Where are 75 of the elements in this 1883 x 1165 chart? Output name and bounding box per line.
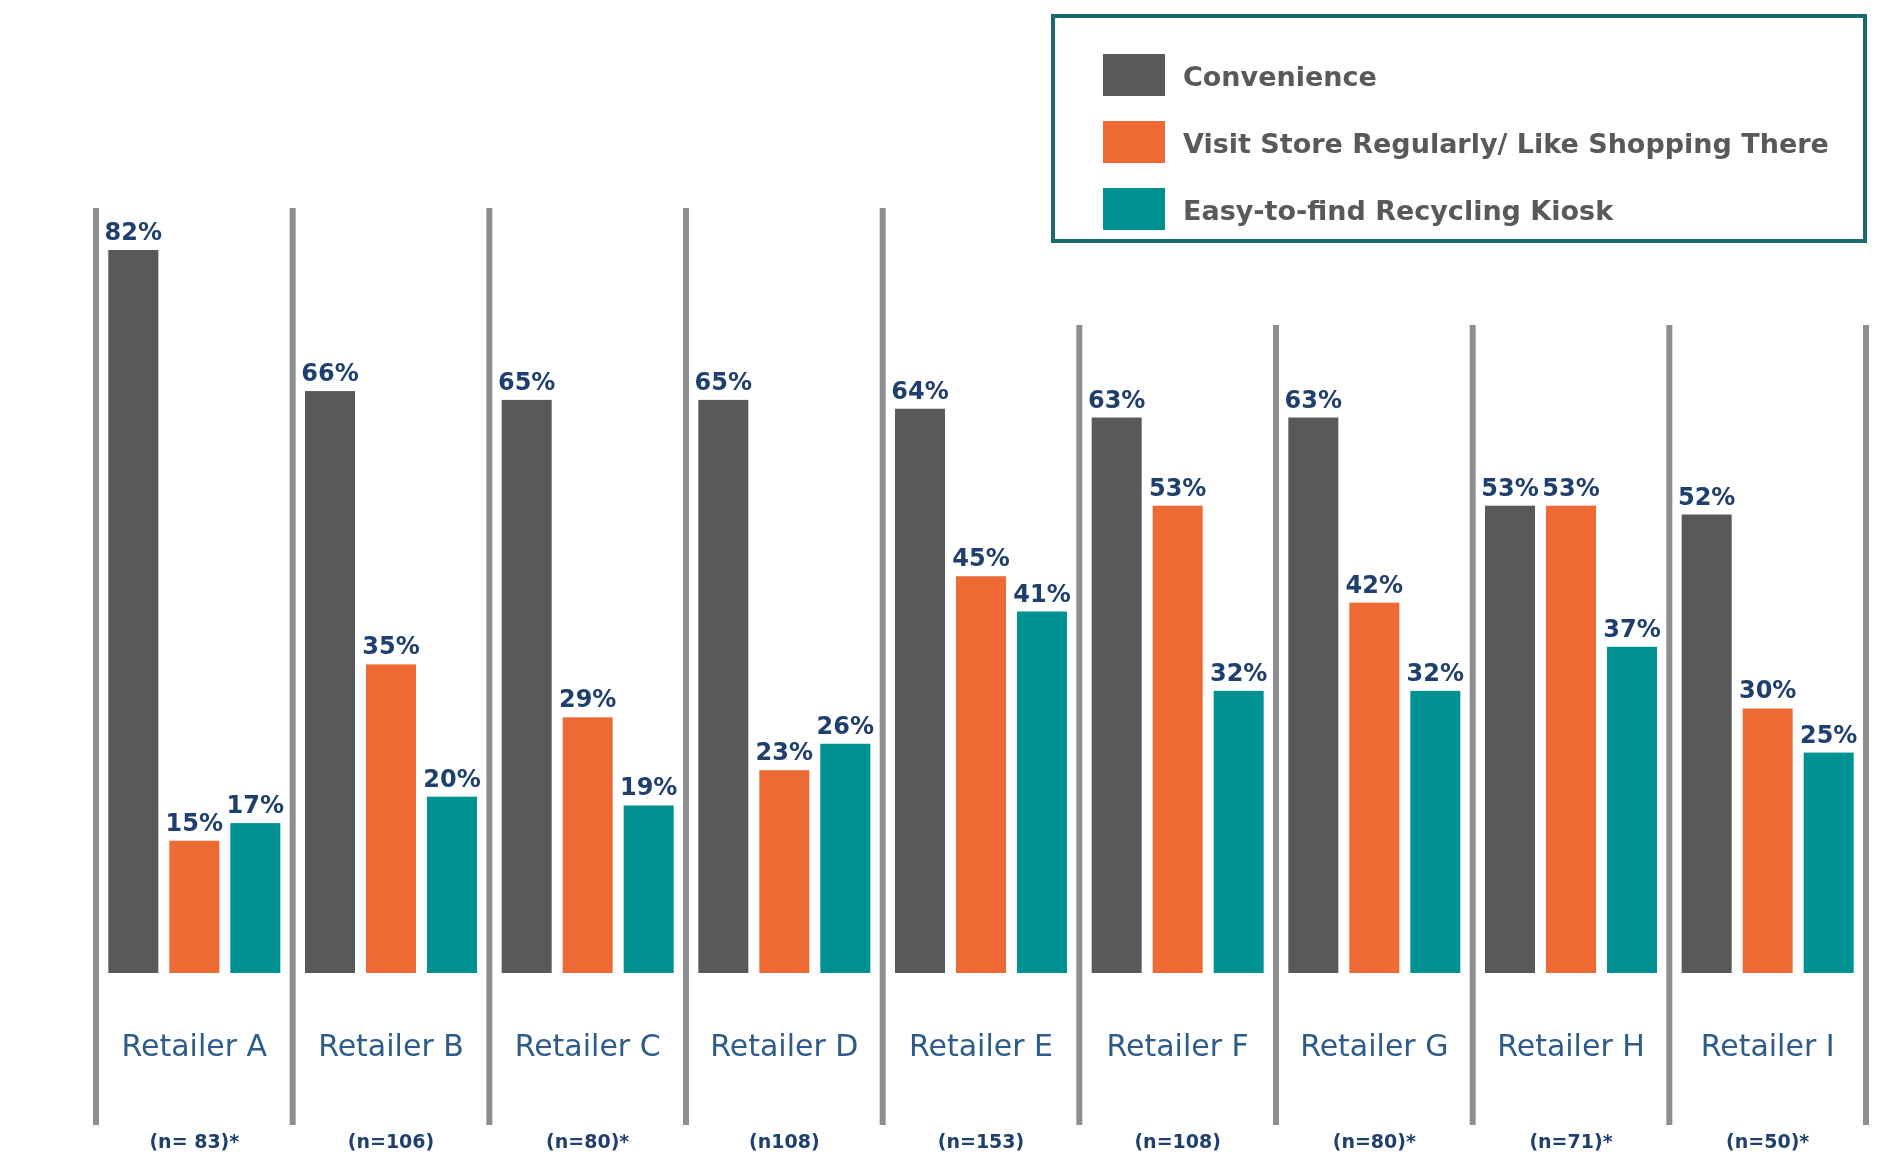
data-label: 63% [1087, 385, 1146, 414]
bar [305, 391, 355, 973]
bar [1803, 752, 1854, 973]
bar [1017, 611, 1067, 973]
text: (n=153) [937, 1130, 1025, 1152]
x-tick-label: Retailer D [710, 1028, 859, 1063]
data-label: 53% [1542, 473, 1600, 502]
text: (n=71)* [1529, 1130, 1613, 1152]
data-label: 37% [1603, 614, 1661, 643]
bar [1410, 690, 1461, 973]
bar [1288, 417, 1339, 973]
data-label: 64% [891, 376, 949, 405]
bar [427, 796, 477, 973]
bar [820, 743, 871, 973]
data-label: 63% [1284, 385, 1343, 414]
bar [1607, 646, 1657, 973]
legend-label: Easy-to-find Recycling Kiosk [1183, 195, 1615, 226]
bar [1152, 505, 1203, 973]
x-tick-label: Retailer F [1106, 1028, 1249, 1063]
text: (n=50)* [1726, 1130, 1810, 1152]
bar [895, 408, 945, 973]
bar [1349, 602, 1400, 973]
bar [1485, 505, 1535, 973]
bar [956, 576, 1006, 973]
data-label: 42% [1345, 570, 1404, 599]
legend-label: Visit Store Regularly/ Like Shopping There [1183, 128, 1829, 159]
data-label: 32% [1406, 658, 1465, 687]
x-tick-label: Retailer I [1700, 1028, 1835, 1063]
text: (n=108) [1134, 1130, 1221, 1152]
bar [1742, 708, 1793, 973]
data-label: 32% [1209, 658, 1268, 687]
text: (n108) [749, 1130, 820, 1152]
data-label: 19% [619, 773, 678, 802]
text: (n=106) [347, 1130, 435, 1152]
data-label: 20% [423, 764, 481, 793]
data-label: 30% [1738, 676, 1797, 705]
x-tick-label: Retailer C [514, 1028, 661, 1063]
data-label: 17% [226, 791, 285, 820]
text: (n= 83)* [149, 1130, 240, 1152]
data-label: 35% [362, 632, 420, 661]
data-label: 25% [1799, 720, 1858, 749]
bar [623, 805, 674, 973]
data-label: 53% [1148, 473, 1207, 502]
data-label: 65% [694, 367, 753, 396]
bar [1213, 690, 1264, 973]
data-label: 23% [755, 738, 814, 767]
x-tick-label: Retailer E [908, 1028, 1054, 1063]
data-label: 66% [301, 359, 359, 388]
bar [698, 399, 749, 973]
data-label: 26% [816, 711, 875, 740]
data-label: 29% [558, 685, 617, 714]
text: (n=80)* [1332, 1130, 1416, 1152]
bar [1091, 417, 1142, 973]
data-label: 45% [952, 544, 1010, 573]
data-label: 15% [165, 808, 224, 837]
x-tick-label: Retailer B [318, 1028, 464, 1063]
bar [366, 664, 416, 973]
data-label: 52% [1677, 482, 1736, 511]
bar [230, 823, 281, 973]
bar [1681, 514, 1732, 973]
bar [562, 717, 613, 973]
bar [1546, 505, 1596, 973]
data-label: 65% [497, 367, 556, 396]
bar [108, 250, 159, 973]
x-tick-label: Retailer H [1497, 1028, 1645, 1063]
bar [501, 399, 552, 973]
bar [169, 840, 220, 973]
data-label: 82% [104, 218, 163, 246]
x-tick-label: Retailer G [1300, 1028, 1449, 1063]
data-label: 53% [1481, 473, 1539, 502]
bar [759, 770, 810, 973]
text: (n=80)* [546, 1130, 630, 1152]
data-label: 41% [1013, 579, 1071, 608]
x-tick-label: Retailer A [121, 1028, 268, 1063]
legend-label: Convenience [1183, 61, 1377, 92]
